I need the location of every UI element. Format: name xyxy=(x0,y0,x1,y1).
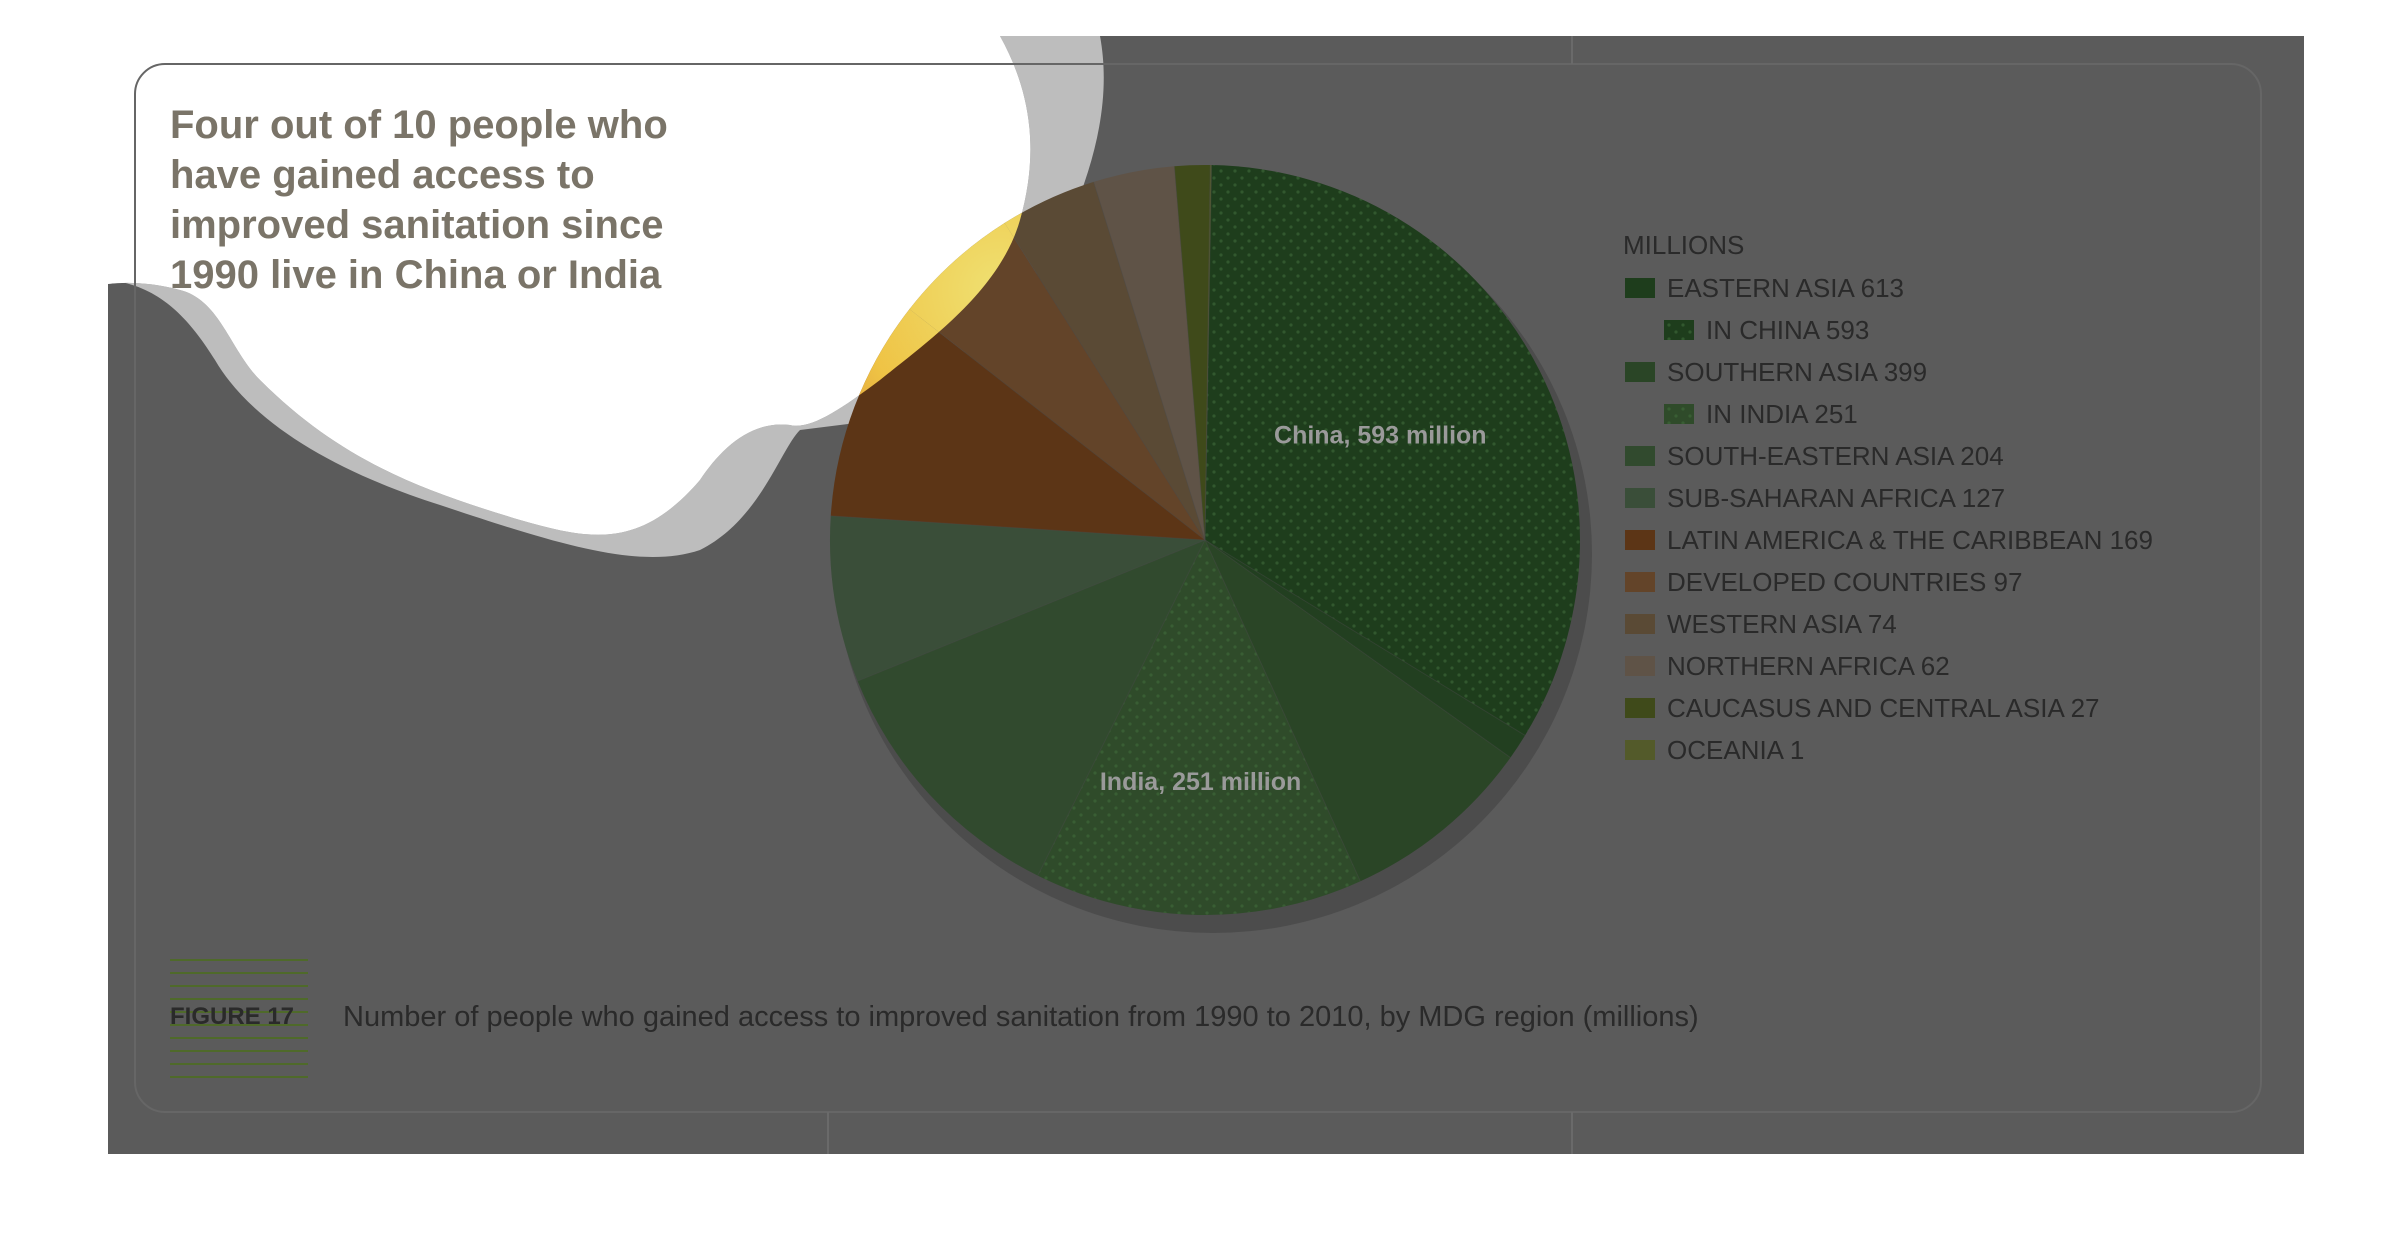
pie-label-in-india: India, 251 million xyxy=(1100,768,1301,796)
legend-item-latin-america-the-caribbean-169: LATIN AMERICA & THE CARIBBEAN 169 xyxy=(1667,525,2153,555)
pie-slice-labels: China, 593 million India, 251 million xyxy=(1100,422,1487,796)
legend-swatch-pattern-in-india-251 xyxy=(1664,404,1694,424)
legend-swatch-caucasus-and-central-asia-27 xyxy=(1625,698,1655,718)
legend-item-south-eastern-asia-204: SOUTH-EASTERN ASIA 204 xyxy=(1667,441,2004,471)
pie-slice-northern-africa xyxy=(1093,166,1205,540)
legend-swatch-pattern-in-china-593 xyxy=(1664,320,1694,340)
figure-stripes xyxy=(170,959,308,1078)
headline-line-3: improved sanitation since xyxy=(170,203,663,247)
legend-item-western-asia-74: WESTERN ASIA 74 xyxy=(1667,609,1897,639)
figure-caption: Number of people who gained access to im… xyxy=(343,1001,1699,1033)
legend-swatch-northern-africa-62 xyxy=(1625,656,1655,676)
pie-slice-oceania xyxy=(1205,165,1212,541)
pie-slice-eastern-asia-excl-china xyxy=(1205,540,1526,758)
legend-item-oceania-1: OCEANIA 1 xyxy=(1667,735,1804,765)
pie-separator-11 xyxy=(1204,165,1211,541)
pie-slice-developed-countries xyxy=(909,223,1205,540)
legend-swatch-south-eastern-asia-204 xyxy=(1625,446,1655,466)
legend-item-caucasus-and-central-asia-27: CAUCASUS AND CENTRAL ASIA 27 xyxy=(1667,693,2100,723)
pie-separator-0 xyxy=(1204,165,1213,541)
legend-swatch-oceania-1 xyxy=(1625,740,1655,760)
legend-swatch-western-asia-74 xyxy=(1625,614,1655,634)
legend-item-sub-saharan-africa-127: SUB-SAHARAN AFRICA 127 xyxy=(1667,483,2005,513)
legend-swatch-eastern-asia-613 xyxy=(1625,278,1655,298)
legend-item-in-india-251: IN INDIA 251 xyxy=(1706,399,1858,429)
pie-separator-1 xyxy=(1204,539,1526,736)
pie-slice-south-eastern-asia xyxy=(857,540,1205,876)
pie-slice-southern-asia-excl-india xyxy=(1205,540,1511,882)
legend-item-southern-asia-399: SOUTHERN ASIA 399 xyxy=(1667,357,1927,387)
pie-slice-pattern-in-india xyxy=(1037,540,1361,915)
legend-item-northern-africa-62: NORTHERN AFRICA 62 xyxy=(1667,651,1950,681)
pie-separator-9 xyxy=(1093,181,1206,541)
pie-slice-western-asia xyxy=(1004,181,1205,540)
figure-label: FIGURE 17 xyxy=(170,1003,294,1030)
legend: MILLIONS EASTERN ASIA 613 IN CHINA 593 SOU… xyxy=(1623,230,2153,765)
pie-separator-3 xyxy=(1204,539,1361,882)
legend-item-developed-countries-97: DEVELOPED COUNTRIES 97 xyxy=(1667,567,2022,597)
inner-frame xyxy=(134,63,2262,1113)
pie-slice-caucasus-and-central-asia xyxy=(1174,165,1211,540)
pie-separator-2 xyxy=(1204,539,1511,758)
pie-separator-10 xyxy=(1173,166,1206,541)
pie-separator-5 xyxy=(857,539,1206,682)
pie-label-in-china: China, 593 million xyxy=(1274,422,1487,450)
legend-swatch-southern-asia-399 xyxy=(1625,362,1655,382)
pie-separator-4 xyxy=(1037,539,1206,876)
pie-separator-7 xyxy=(909,308,1206,541)
pie-slice-sub-saharan-africa xyxy=(830,515,1205,682)
legend-swatch-developed-countries-97 xyxy=(1625,572,1655,592)
legend-title: MILLIONS xyxy=(1623,230,1744,260)
headline-line-4: 1990 live in China or India xyxy=(170,253,662,297)
pie-separator-6 xyxy=(830,515,1206,541)
pie-slice-latin-america-the-caribbean xyxy=(830,309,1205,540)
headline-line-2: have gained access to xyxy=(170,153,595,197)
legend-swatch-latin-america-the-caribbean-169 xyxy=(1625,530,1655,550)
pie-separator-8 xyxy=(1004,222,1206,541)
legend-swatch-sub-saharan-africa-127 xyxy=(1625,488,1655,508)
pie-slice-pattern-in-china xyxy=(1205,165,1580,736)
legend-item-in-china-593: IN CHINA 593 xyxy=(1706,315,1869,345)
pie-chart xyxy=(830,165,1580,915)
headline-line-1: Four out of 10 people who xyxy=(170,103,668,147)
headline: Four out of 10 people who have gained ac… xyxy=(170,103,668,297)
legend-item-eastern-asia-613: EASTERN ASIA 613 xyxy=(1667,273,1904,303)
